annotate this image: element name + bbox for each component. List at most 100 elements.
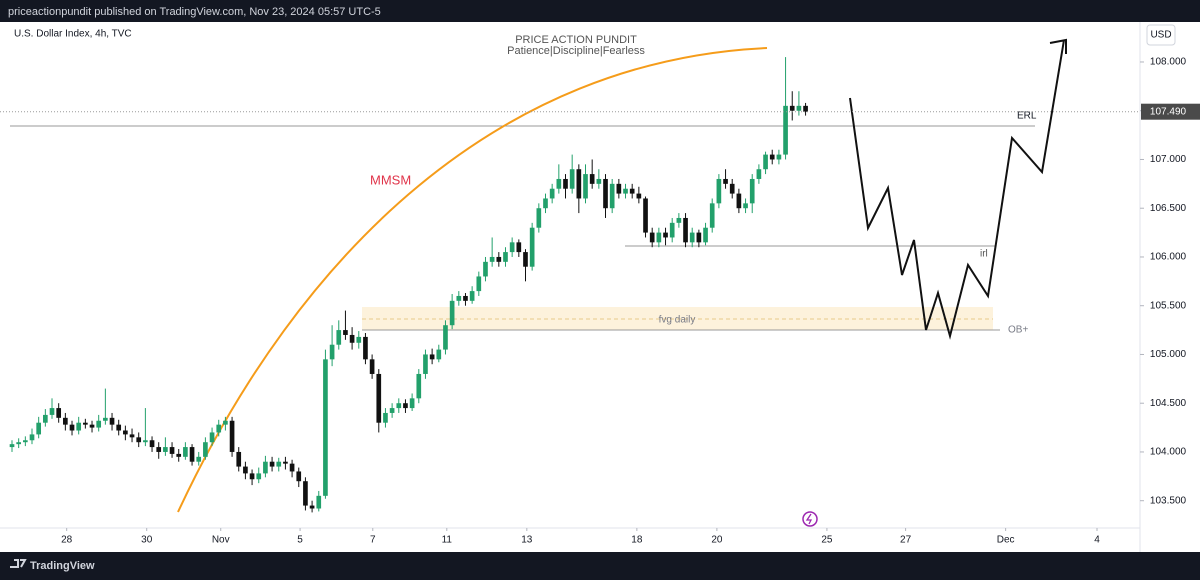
- chart-subtitle: Patience|Discipline|Fearless: [507, 45, 645, 57]
- event-icon[interactable]: [802, 511, 818, 527]
- candle-body: [463, 295, 468, 301]
- x-tick-label: 7: [370, 535, 376, 546]
- candle-body: [163, 447, 168, 452]
- candle-body: [649, 232, 655, 243]
- chart-title: PRICE ACTION PUNDIT: [515, 34, 637, 46]
- candle-body: [389, 408, 395, 413]
- candle-body: [176, 453, 182, 457]
- candle-body: [423, 354, 428, 374]
- candle-body: [36, 422, 42, 435]
- candle-body: [696, 232, 702, 243]
- candle-body: [609, 183, 615, 209]
- chart-area: [0, 22, 1200, 552]
- candle-body: [349, 334, 355, 343]
- candle-body: [363, 336, 368, 360]
- candle-body: [723, 178, 728, 184]
- event-bolt: [805, 513, 813, 525]
- last-price-box: [1141, 103, 1200, 120]
- x-tick-label: 13: [521, 535, 533, 546]
- ob-label: OB+: [1008, 325, 1028, 336]
- candle-body: [583, 174, 588, 199]
- candle-body: [216, 424, 222, 433]
- candle-body: [103, 417, 108, 421]
- candle-body: [489, 256, 495, 262]
- candle-body: [709, 203, 715, 228]
- candle-body: [443, 325, 448, 350]
- x-tick-label: 30: [141, 535, 153, 546]
- candle-body: [576, 169, 582, 199]
- candle-body: [143, 440, 148, 443]
- candle-body: [343, 330, 348, 335]
- projection-path: [849, 38, 1067, 340]
- candle-body: [196, 456, 202, 462]
- candle-body: [669, 222, 675, 238]
- candle-body: [256, 473, 262, 480]
- candle-body: [23, 440, 28, 443]
- candle-body: [589, 174, 595, 184]
- candle-body: [149, 440, 155, 448]
- candle-body: [9, 444, 15, 448]
- candle-body: [543, 198, 548, 209]
- y-tick-label: 105.000: [1150, 349, 1187, 360]
- candle-body: [369, 359, 375, 374]
- candle-body: [643, 198, 648, 233]
- y-tick-label: 106.500: [1150, 203, 1187, 214]
- logo: [10, 559, 27, 568]
- candle-body: [509, 242, 515, 253]
- x-tick-label: Nov: [212, 535, 230, 546]
- candle-body: [263, 461, 268, 474]
- irl-label: irl: [980, 249, 988, 260]
- candle-body: [749, 178, 755, 204]
- candle-body: [683, 217, 688, 243]
- candle-body: [96, 420, 102, 428]
- bottom-bar: [0, 552, 1200, 580]
- candle-body: [516, 242, 522, 253]
- candle-body: [323, 359, 328, 496]
- candle-body: [63, 417, 68, 425]
- candle-body: [356, 336, 362, 343]
- candle-body: [129, 434, 135, 438]
- candle-body: [156, 447, 162, 452]
- candle-body: [556, 178, 562, 189]
- candle-body: [236, 451, 242, 467]
- currency: USD: [1150, 30, 1171, 41]
- x-tick-label: 27: [900, 535, 912, 546]
- x-tick-label: 18: [631, 535, 643, 546]
- candle-body: [783, 105, 788, 155]
- candle-body: [629, 188, 635, 194]
- candle-body: [656, 232, 662, 243]
- candle-body: [89, 424, 95, 428]
- candle-body: [476, 276, 482, 292]
- mmsm-arc: [177, 47, 768, 513]
- candle-body: [756, 169, 762, 179]
- candle-body: [663, 232, 668, 238]
- candle-body: [223, 420, 228, 425]
- y-tick-label: 106.000: [1150, 252, 1187, 263]
- currency-box[interactable]: [1146, 24, 1176, 46]
- fvg-label: fvg daily: [659, 315, 696, 326]
- candle-body: [296, 471, 302, 482]
- candle-body: [16, 442, 22, 445]
- candle-body: [123, 430, 128, 435]
- candle-body: [409, 398, 415, 409]
- erl-label: ERL: [1017, 111, 1037, 122]
- candle-body: [29, 434, 35, 441]
- candle-body: [549, 188, 555, 199]
- candle-body: [776, 154, 782, 160]
- symbol: U.S. Dollar Index, 4h, TVC: [14, 29, 132, 40]
- y-tick-label: 103.500: [1150, 495, 1187, 506]
- candle-body: [569, 169, 575, 189]
- candle-body: [523, 252, 528, 267]
- candle-body: [243, 466, 248, 474]
- candle-body: [789, 105, 795, 111]
- candle-body: [336, 330, 342, 345]
- candle-body: [449, 300, 455, 326]
- candle-body: [623, 188, 628, 194]
- footer: TradingView: [30, 560, 95, 572]
- candle-body: [596, 178, 602, 184]
- candle-body: [396, 403, 402, 409]
- candle-body: [136, 437, 142, 443]
- candle-body: [383, 412, 388, 423]
- y-tick-label: 108.000: [1150, 57, 1187, 68]
